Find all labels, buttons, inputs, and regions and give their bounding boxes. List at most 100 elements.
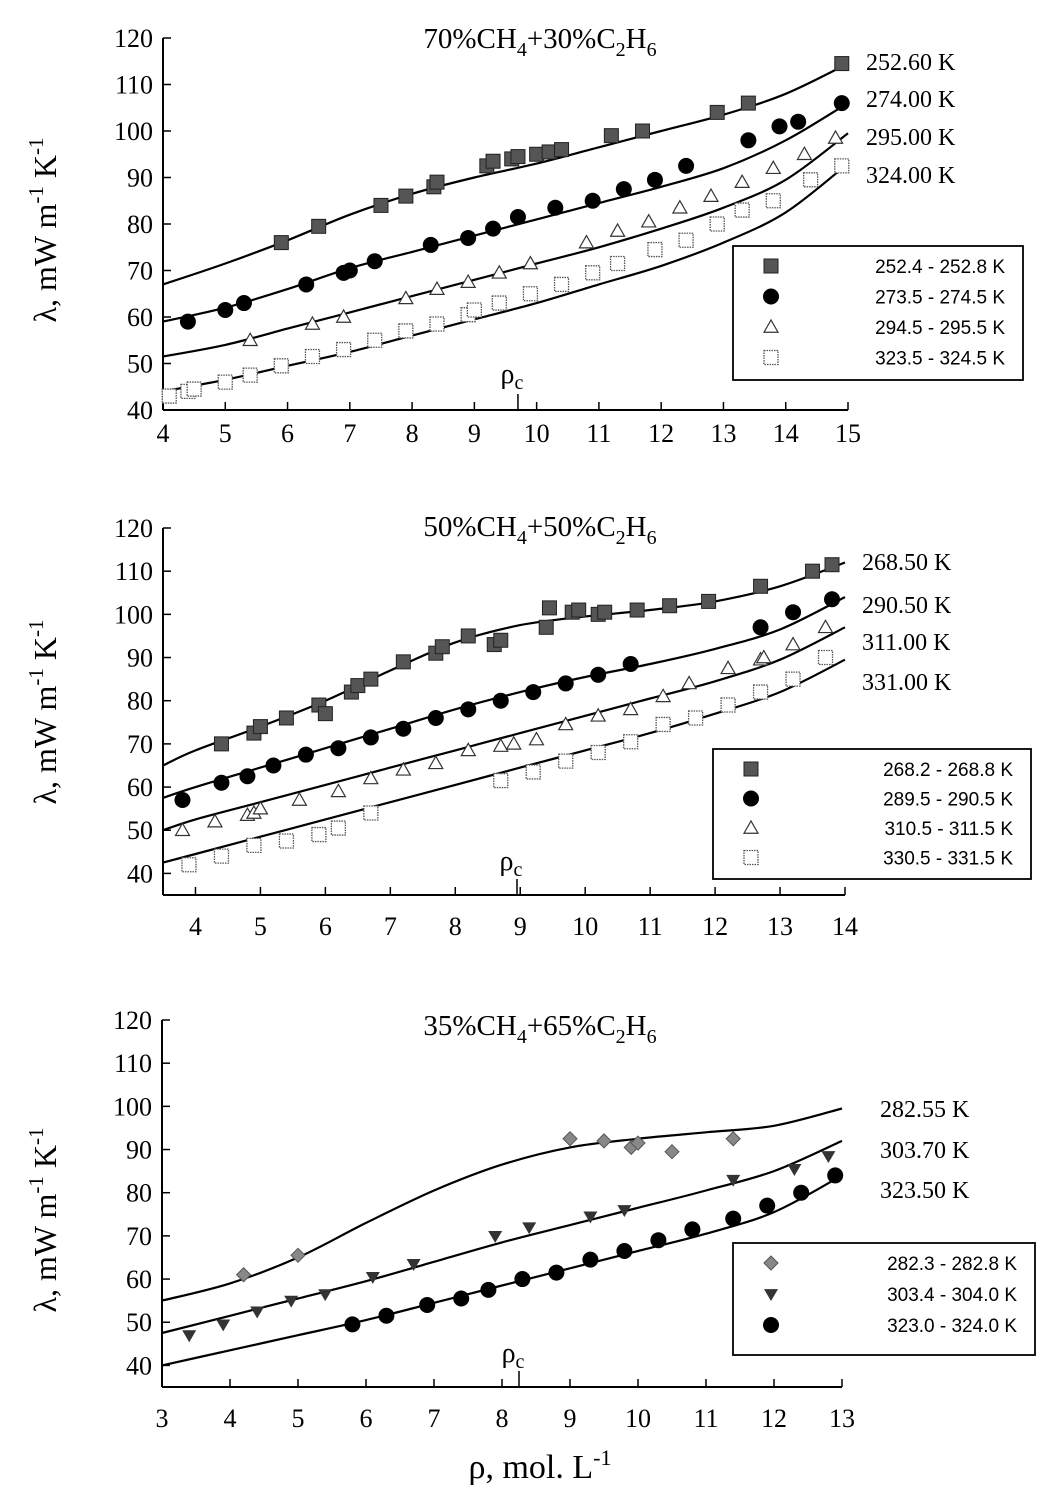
data-point (752, 619, 769, 636)
title-text: +65%C (527, 1010, 616, 1042)
y-tick-label: 120 (114, 24, 153, 53)
x-tick-label: 6 (360, 1404, 373, 1433)
data-point (453, 1290, 470, 1307)
data-point (525, 764, 541, 780)
data-point (646, 171, 663, 188)
data-point (491, 295, 507, 311)
data-point (235, 295, 252, 312)
data-point (317, 706, 333, 722)
data-point (510, 149, 526, 165)
x-tick-label: 7 (343, 419, 356, 448)
y-tick-label: 100 (114, 117, 153, 146)
data-point (174, 822, 191, 837)
y-tick-label: 90 (127, 644, 153, 673)
x-tick-label: 5 (292, 1404, 305, 1433)
data-point (290, 1247, 306, 1264)
model-curve-2 (161, 1139, 843, 1335)
data-point (242, 332, 259, 347)
x-tick-label: 8 (496, 1404, 509, 1433)
title-text: H (626, 511, 647, 543)
data-point (662, 598, 678, 614)
data-point (406, 1259, 421, 1271)
legend-marker (763, 1317, 779, 1333)
series-2 (174, 591, 841, 809)
data-point (492, 737, 509, 752)
data-point (785, 636, 802, 651)
data-point (547, 199, 564, 216)
legend-label: 268.2 - 268.8 K (883, 760, 1013, 781)
curve-label: 323.50 K (880, 1178, 970, 1204)
data-point (330, 783, 347, 798)
data-point (578, 234, 595, 249)
data-point (235, 1267, 252, 1283)
legend: 252.4 - 252.8 K 273.5 - 274.5 K 294.5 - 29… (732, 245, 1024, 381)
legend-marker (763, 258, 779, 274)
data-point (528, 731, 545, 746)
data-point (554, 142, 570, 158)
data-point (817, 649, 834, 666)
data-point (640, 213, 657, 228)
legend-box (732, 245, 1024, 381)
data-point (278, 710, 294, 726)
data-point (311, 826, 327, 843)
x-tick-label: 8 (449, 912, 462, 941)
data-point (582, 1251, 599, 1268)
data-point (427, 755, 444, 770)
data-point (817, 619, 834, 634)
title-subscript: 2 (616, 527, 626, 549)
curve-label: 295.00 K (866, 125, 956, 151)
rho-c-subscript: c (515, 372, 524, 394)
data-point (623, 734, 639, 750)
data-point (344, 1316, 361, 1333)
title-subscript: 2 (616, 1026, 626, 1048)
x-tick-label: 5 (254, 912, 267, 941)
y-tick-label: 60 (127, 303, 153, 332)
x-tick-label: 11 (693, 1404, 718, 1433)
title-text: 35%CH (423, 1010, 517, 1042)
data-point (790, 113, 807, 130)
curve-label: 290.50 K (862, 593, 952, 619)
data-point (590, 707, 607, 722)
data-point (752, 684, 769, 700)
data-point (541, 144, 557, 160)
data-point (541, 600, 557, 616)
y-tick-label: 120 (113, 1006, 152, 1035)
data-point (647, 241, 663, 258)
y-tick-label: 90 (126, 1136, 152, 1165)
title-subscript: 4 (517, 39, 527, 61)
panel-title: 50%CH4+50%C2H6 (423, 511, 656, 549)
data-point (687, 710, 704, 726)
data-point (834, 158, 850, 174)
data-point (213, 848, 230, 864)
x-tick-label: 10 (524, 419, 550, 448)
series-2 (179, 95, 850, 330)
x-tick-label: 4 (189, 912, 202, 941)
data-point (734, 173, 751, 188)
legend-box (712, 748, 1032, 880)
x-tick-label: 12 (702, 912, 728, 941)
data-point (681, 675, 698, 690)
curve-label: 303.70 K (880, 1138, 970, 1164)
y-tick-label: 100 (114, 600, 153, 629)
title-subscript: 6 (647, 39, 657, 61)
data-point (265, 757, 282, 774)
y-axis-label-1: λ, mW m-1 K-1 (24, 137, 63, 322)
x-axis-label: ρ, mol. L-1 (469, 1445, 612, 1486)
data-point (827, 129, 844, 144)
legend: 282.3 - 282.8 K 303.4 - 304.0 K 323.0 - 32… (732, 1242, 1036, 1356)
data-point (585, 265, 601, 281)
model-curve-3 (162, 132, 849, 358)
data-point (765, 159, 782, 175)
data-point (422, 236, 439, 253)
x-tick-label: 10 (572, 912, 598, 941)
data-point (429, 316, 445, 332)
data-point (278, 833, 295, 849)
data-point (603, 128, 619, 144)
legend-marker (763, 349, 779, 366)
data-point (678, 157, 695, 174)
data-point (427, 709, 444, 726)
data-point (216, 1319, 231, 1332)
data-point (622, 701, 639, 716)
title-text: +30%C (527, 23, 616, 55)
